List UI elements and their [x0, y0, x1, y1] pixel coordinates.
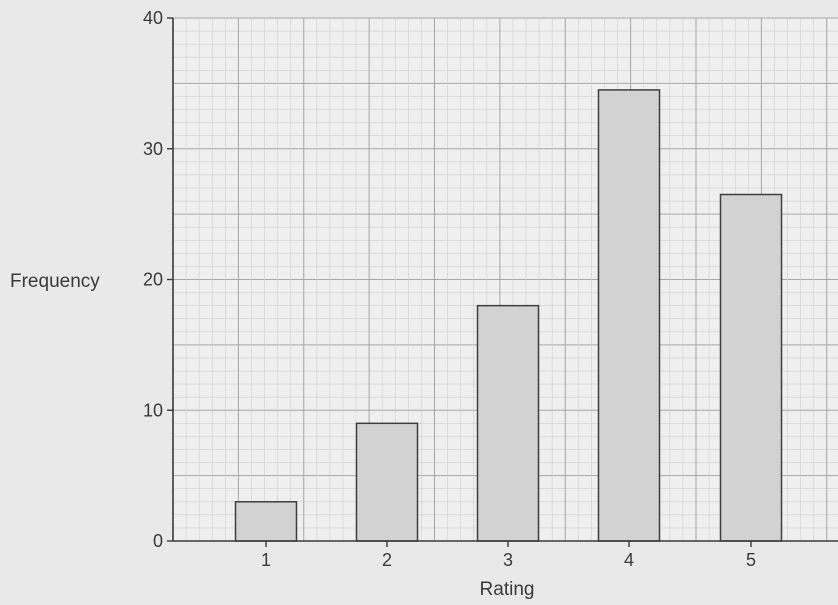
bar-rating-3 — [476, 304, 540, 542]
y-tick-label: 20 — [143, 270, 163, 290]
y-tick-label: 30 — [143, 139, 163, 159]
y-tick-label: 40 — [143, 8, 163, 28]
bar-rating-5 — [719, 193, 783, 542]
x-tick-label: 3 — [503, 550, 513, 570]
bar-rating-4 — [597, 89, 661, 542]
y-ticks: 0 10 20 30 40 — [143, 8, 173, 551]
x-tick-label: 1 — [261, 550, 271, 570]
y-tick-label: 10 — [143, 400, 163, 420]
x-tick-label: 5 — [746, 550, 756, 570]
bar-rating-2 — [355, 422, 419, 542]
y-tick-label: 0 — [153, 531, 163, 551]
bar-rating-1 — [234, 501, 298, 542]
x-ticks: 1 2 3 4 5 — [261, 541, 756, 570]
x-axis-label: Rating — [480, 579, 535, 600]
x-tick-label: 2 — [382, 550, 392, 570]
x-tick-label: 4 — [624, 550, 634, 570]
y-axis-label: Frequency — [10, 271, 100, 292]
